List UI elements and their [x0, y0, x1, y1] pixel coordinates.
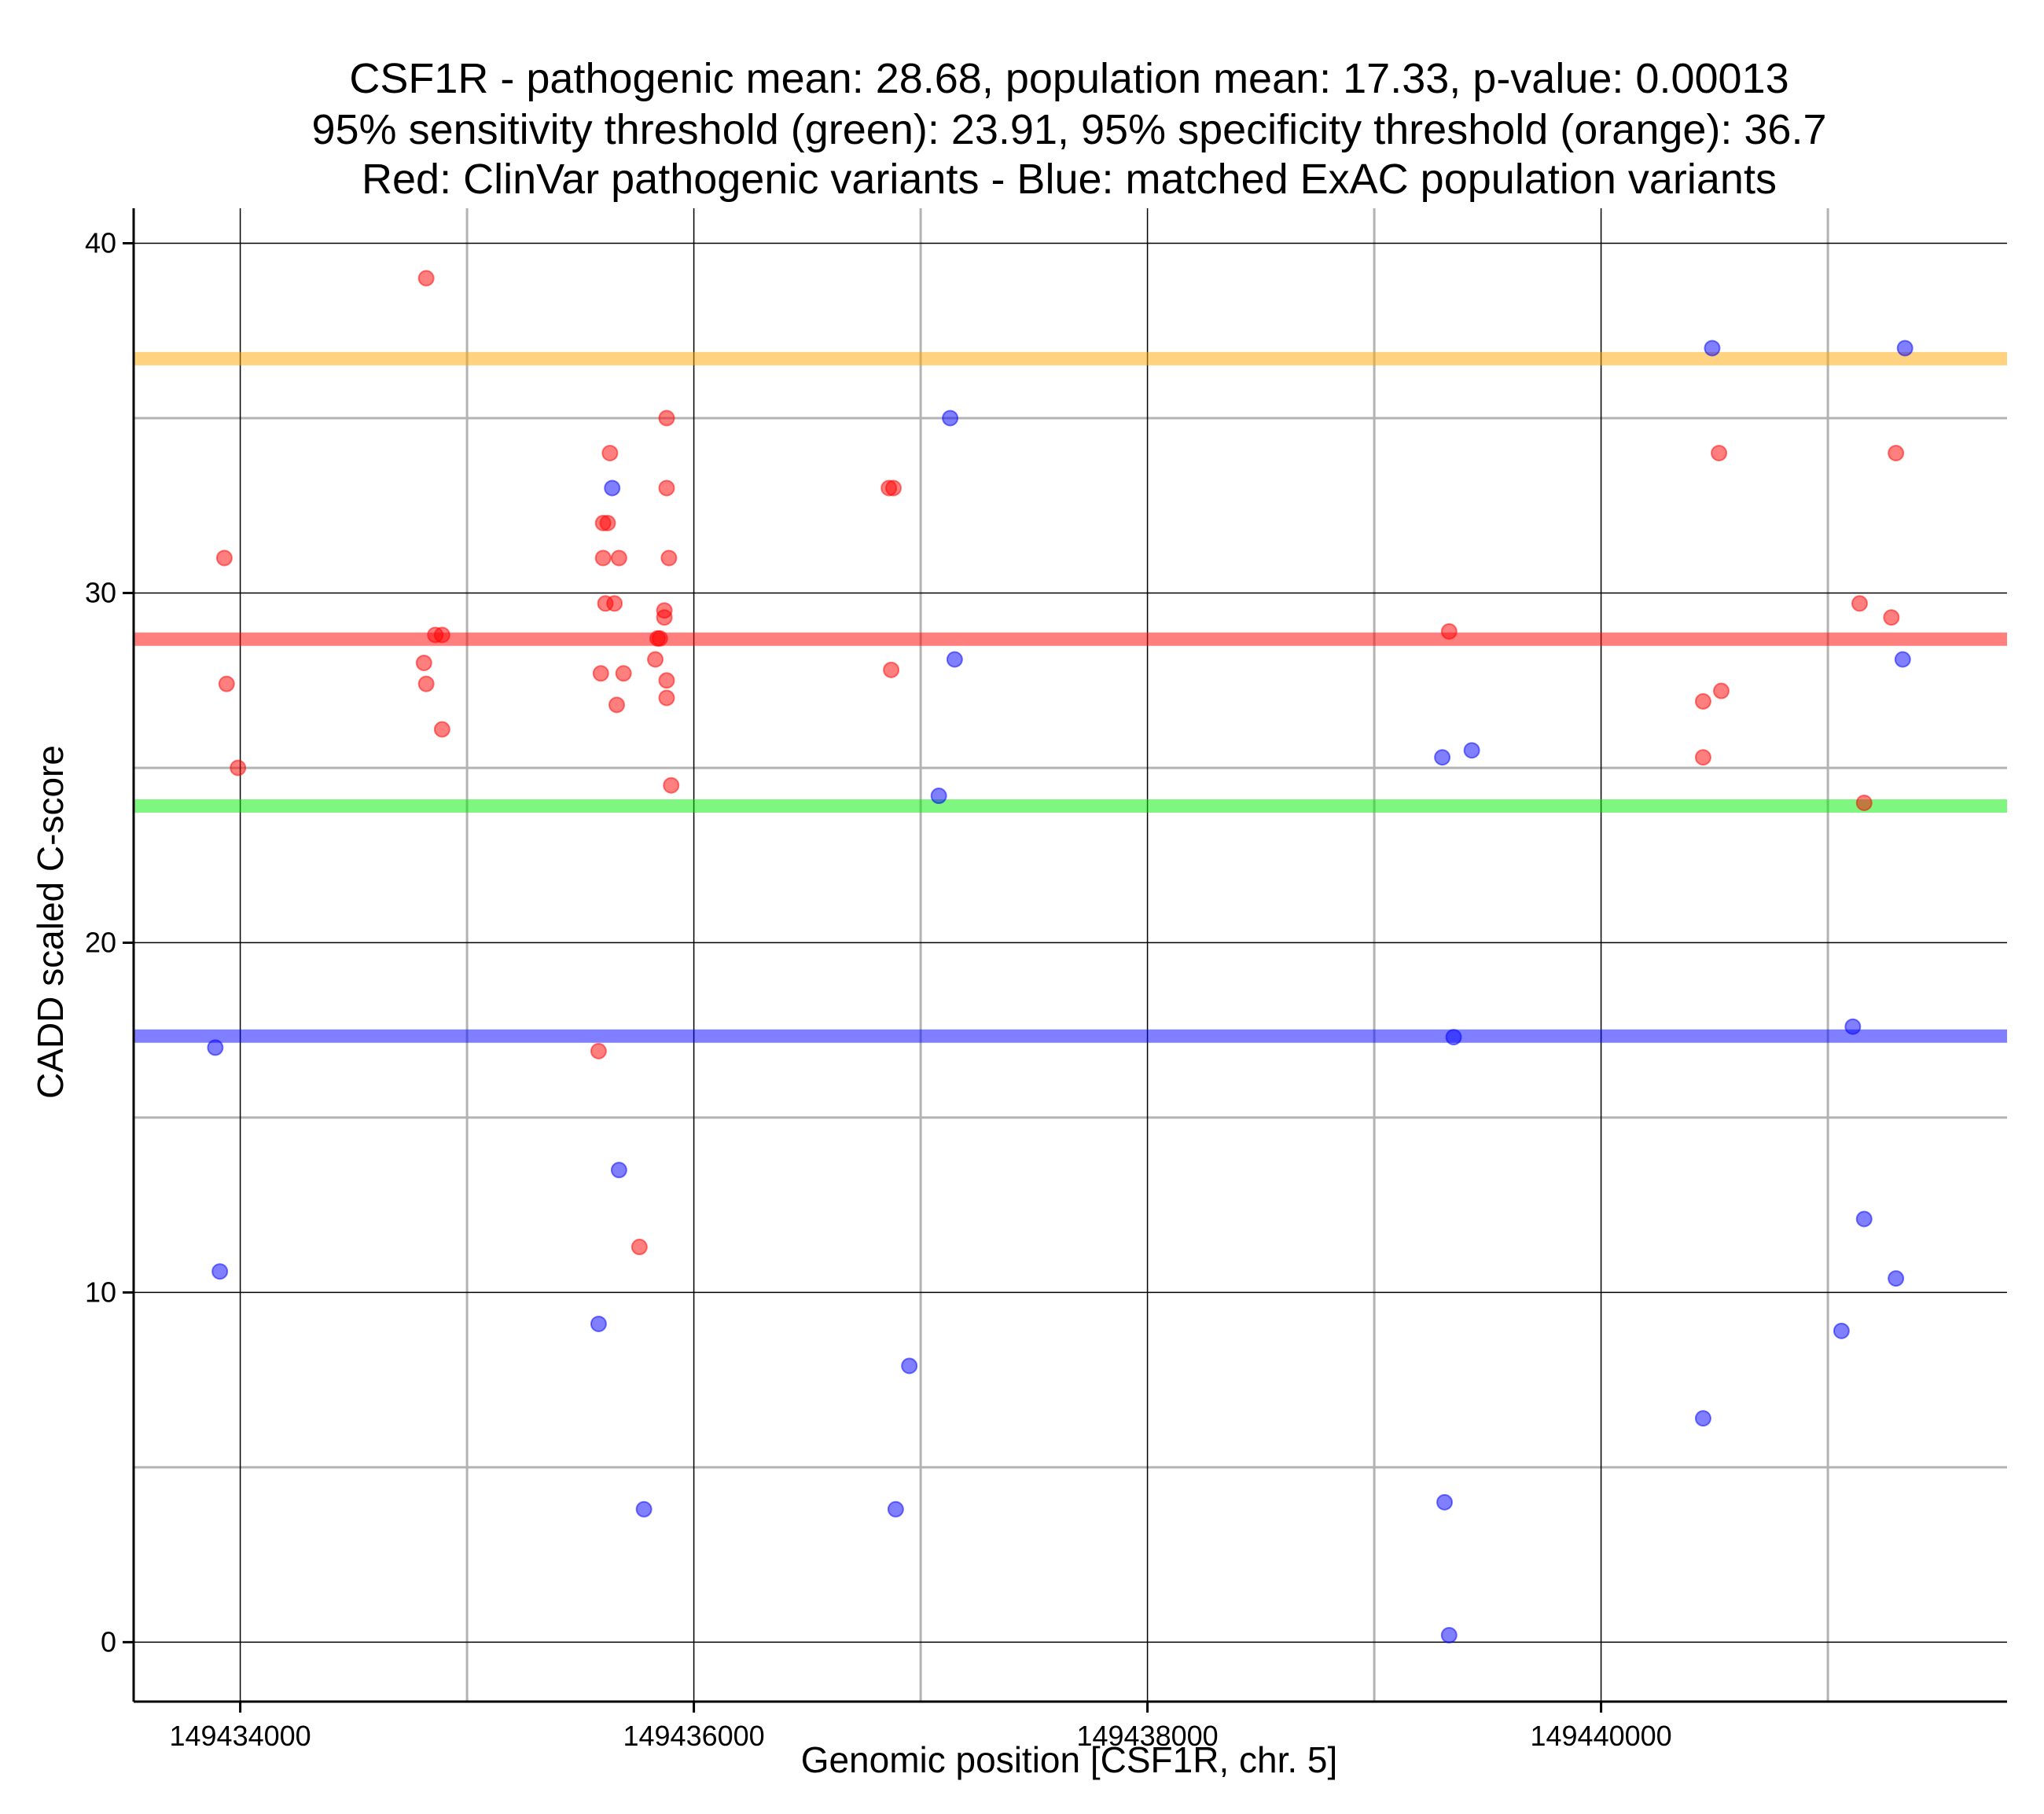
data-point: [658, 672, 675, 689]
data-point: [630, 1239, 648, 1256]
data-point: [592, 665, 609, 682]
data-point: [433, 721, 450, 738]
data-point: [656, 609, 673, 626]
data-point: [1440, 1626, 1458, 1643]
data-point: [635, 1500, 653, 1518]
series-clinvar-pathogenic: [215, 270, 1905, 1256]
data-point: [930, 788, 947, 805]
data-point: [1894, 651, 1911, 668]
data-point: [1704, 340, 1721, 357]
data-point: [1436, 1493, 1454, 1511]
data-point: [1896, 340, 1913, 357]
data-point: [218, 675, 235, 692]
data-point: [1434, 749, 1451, 766]
data-point: [590, 1042, 607, 1059]
data-point: [599, 514, 616, 531]
grid: [134, 208, 2007, 1702]
data-point: [883, 661, 900, 678]
data-point: [1694, 1410, 1711, 1427]
data-point: [884, 479, 902, 497]
y-tick-label: 20: [85, 926, 116, 958]
data-point: [615, 665, 632, 682]
data-point: [606, 595, 623, 612]
data-point: [1694, 749, 1711, 766]
data-point: [211, 1263, 229, 1280]
data-point: [417, 675, 435, 692]
y-tick-label: 40: [85, 226, 116, 259]
data-point: [651, 630, 668, 647]
data-point: [1888, 444, 1905, 461]
data-point: [604, 479, 621, 497]
data-points: [207, 270, 1913, 1643]
chart-title: CSF1R - pathogenic mean: 28.68, populati…: [311, 55, 1826, 203]
data-point: [942, 409, 959, 427]
data-point: [1855, 1210, 1873, 1228]
data-point: [1463, 742, 1480, 759]
title-line-3: Red: ClinVar pathogenic variants - Blue:…: [362, 156, 1777, 203]
axes: 0 10 20 30 40 149434000 149436000 149438000 1494…: [85, 208, 2007, 1752]
series-exac-population: [207, 340, 1913, 1643]
x-tick-label: 149438000: [1076, 1720, 1218, 1752]
data-point: [1888, 1270, 1905, 1287]
data-point: [1855, 794, 1873, 811]
data-point: [901, 1357, 918, 1375]
data-point: [433, 626, 450, 644]
data-point: [1694, 692, 1711, 710]
y-tick-label: 30: [85, 576, 116, 608]
data-point: [1883, 609, 1900, 626]
data-point: [417, 270, 435, 287]
data-point: [230, 759, 247, 777]
data-point: [601, 444, 619, 461]
title-line-2: 95% sensitivity threshold (green): 23.91…: [311, 106, 1826, 153]
y-tick-label: 10: [85, 1276, 116, 1308]
data-point: [647, 651, 664, 668]
data-point: [608, 696, 626, 714]
x-tick-label: 149440000: [1530, 1720, 1671, 1752]
data-point: [946, 651, 963, 668]
data-point: [1712, 682, 1730, 700]
data-point: [1711, 444, 1728, 461]
data-point: [658, 409, 675, 427]
x-tick-label: 149436000: [623, 1720, 764, 1752]
y-axis-title: CADD scaled C-score: [30, 745, 71, 1099]
data-point: [1844, 1018, 1862, 1035]
title-line-1: CSF1R - pathogenic mean: 28.68, populati…: [349, 55, 1788, 102]
data-point: [1445, 1029, 1462, 1046]
x-tick-label: 149434000: [169, 1720, 311, 1752]
data-point: [658, 689, 675, 707]
data-point: [1440, 622, 1458, 640]
data-point: [610, 549, 627, 567]
data-point: [215, 549, 233, 567]
data-point: [660, 549, 678, 567]
data-point: [663, 777, 680, 794]
x-axis-title: Genomic position [CSF1R, chr. 5]: [801, 1739, 1338, 1780]
data-point: [590, 1315, 607, 1332]
y-tick-label: 0: [101, 1625, 116, 1658]
data-point: [1833, 1322, 1850, 1339]
data-point: [1851, 595, 1868, 612]
data-point: [207, 1039, 224, 1056]
data-point: [594, 549, 612, 567]
data-point: [658, 479, 675, 497]
data-point: [887, 1500, 904, 1518]
data-point: [610, 1162, 627, 1179]
data-point: [415, 654, 432, 671]
